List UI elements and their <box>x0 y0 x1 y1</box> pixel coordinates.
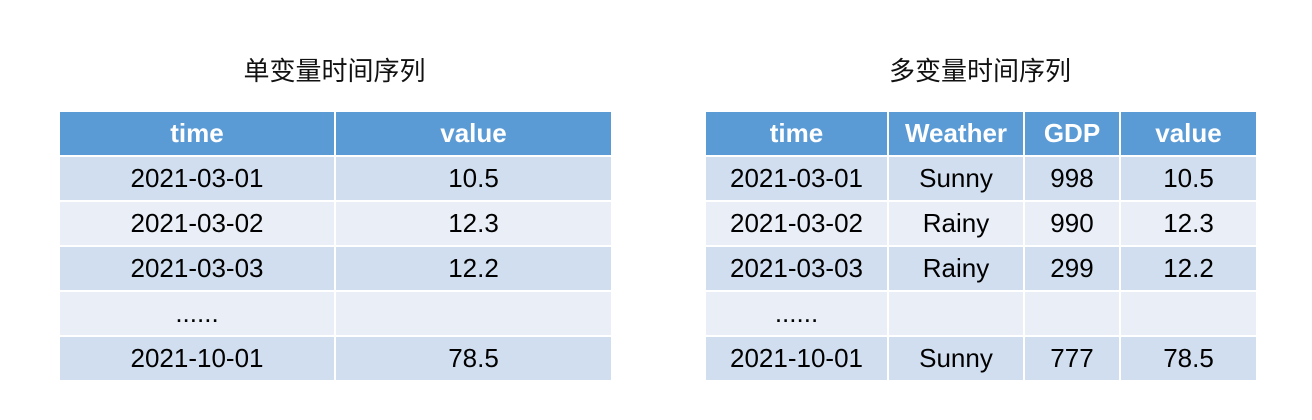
table-row: 2021-03-03 12.2 <box>58 245 613 292</box>
cell-time: 2021-03-01 <box>704 155 889 202</box>
cell-gdp: 299 <box>1023 245 1121 292</box>
column-header-gdp: GDP <box>1023 110 1121 157</box>
table-row-ellipsis: ...... <box>704 290 1258 337</box>
cell-value: 78.5 <box>334 335 613 382</box>
cell-value: 10.5 <box>1119 155 1258 202</box>
cell-value: 10.5 <box>334 155 613 202</box>
multivariate-table: time Weather GDP value 2021-03-01 Sunny … <box>704 110 1258 382</box>
table-row-ellipsis: ...... <box>58 290 613 337</box>
table-header-row: time Weather GDP value <box>704 110 1258 157</box>
cell-time: 2021-10-01 <box>704 335 889 382</box>
multivariate-title: 多变量时间序列 <box>888 57 1071 87</box>
cell-time: 2021-03-03 <box>704 245 889 292</box>
column-header-value: value <box>1119 110 1258 157</box>
cell-gdp: 998 <box>1023 155 1121 202</box>
cell-value: 12.2 <box>1119 245 1258 292</box>
cell-gdp: 777 <box>1023 335 1121 382</box>
cell-weather: Sunny <box>887 155 1025 202</box>
table-header-row: time value <box>58 110 613 157</box>
cell-time: ...... <box>58 290 336 337</box>
cell-time: 2021-03-03 <box>58 245 336 292</box>
column-header-time: time <box>58 110 336 157</box>
cell-gdp <box>1023 290 1121 337</box>
column-header-time: time <box>704 110 889 157</box>
cell-time: 2021-10-01 <box>58 335 336 382</box>
table-row: 2021-03-01 Sunny 998 10.5 <box>704 155 1258 202</box>
column-header-value: value <box>334 110 613 157</box>
cell-time: 2021-03-02 <box>704 200 889 247</box>
table-row: 2021-10-01 Sunny 777 78.5 <box>704 335 1258 382</box>
cell-value: 12.2 <box>334 245 613 292</box>
univariate-title: 单变量时间序列 <box>243 57 426 87</box>
cell-value: 12.3 <box>334 200 613 247</box>
cell-weather <box>887 290 1025 337</box>
table-row: 2021-03-03 Rainy 299 12.2 <box>704 245 1258 292</box>
cell-time: 2021-03-02 <box>58 200 336 247</box>
cell-weather: Rainy <box>887 245 1025 292</box>
table-row: 2021-03-02 Rainy 990 12.3 <box>704 200 1258 247</box>
table-row: 2021-03-02 12.3 <box>58 200 613 247</box>
cell-value <box>334 290 613 337</box>
table-row: 2021-03-01 10.5 <box>58 155 613 202</box>
cell-gdp: 990 <box>1023 200 1121 247</box>
cell-time: 2021-03-01 <box>58 155 336 202</box>
cell-value: 12.3 <box>1119 200 1258 247</box>
cell-value: 78.5 <box>1119 335 1258 382</box>
cell-value <box>1119 290 1258 337</box>
cell-weather: Rainy <box>887 200 1025 247</box>
cell-time: ...... <box>704 290 889 337</box>
column-header-weather: Weather <box>887 110 1025 157</box>
table-row: 2021-10-01 78.5 <box>58 335 613 382</box>
univariate-table: time value 2021-03-01 10.5 2021-03-02 12… <box>58 110 613 382</box>
cell-weather: Sunny <box>887 335 1025 382</box>
